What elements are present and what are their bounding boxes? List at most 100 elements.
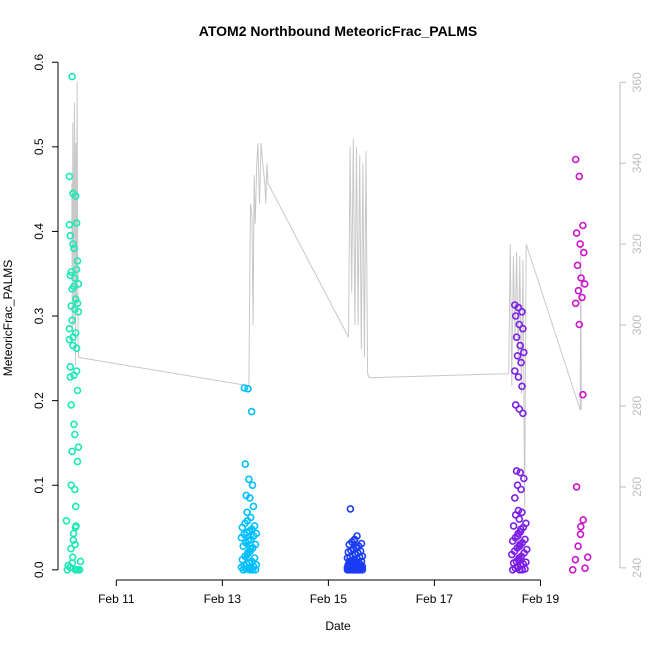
data-point — [353, 565, 361, 574]
data-point — [71, 295, 80, 303]
data-point — [518, 382, 526, 391]
data-point — [71, 329, 80, 337]
data-point — [244, 384, 252, 393]
y-right-tick-label: 260 — [630, 477, 644, 497]
data-point — [65, 220, 74, 229]
y-right-tick-label: 300 — [630, 315, 644, 335]
x-tick-label: Feb 17 — [416, 592, 454, 606]
data-point — [578, 293, 586, 302]
data-point — [518, 307, 526, 316]
x-tick-label: Feb 15 — [310, 592, 348, 606]
data-point — [241, 460, 250, 468]
y-axis-label: MeteoricFrac_PALMS — [1, 260, 15, 376]
chart-title: ATOM2 Northbound MeteoricFrac_PALMS — [199, 23, 477, 39]
data-point — [572, 483, 581, 491]
data-point — [247, 407, 256, 416]
data-point — [66, 231, 75, 240]
data-point — [69, 240, 77, 248]
data-point — [73, 257, 82, 265]
data-point — [75, 565, 84, 574]
data-point — [515, 515, 524, 523]
x-axis-label: Date — [325, 619, 351, 633]
data-point — [571, 155, 580, 164]
data-point — [350, 565, 359, 574]
data-point — [65, 172, 74, 181]
data-point — [579, 248, 588, 257]
data-point — [76, 557, 85, 566]
y-right-tick-label: 320 — [630, 234, 644, 254]
data-point — [69, 536, 78, 545]
data-point — [249, 502, 258, 511]
data-point — [72, 265, 81, 274]
data-point — [71, 502, 80, 511]
secondary-line-group — [71, 82, 582, 508]
y-tick-label: 0.5 — [32, 138, 46, 155]
data-point — [517, 358, 525, 367]
data-point — [516, 341, 525, 350]
data-point — [508, 565, 517, 574]
data-point — [74, 443, 83, 452]
data-point — [67, 401, 75, 409]
data-point — [248, 481, 257, 490]
data-point — [510, 494, 519, 502]
data-point — [517, 485, 525, 494]
data-point — [71, 192, 80, 200]
y-right-tick-label: 360 — [630, 72, 644, 92]
y-tick-label: 0.1 — [32, 477, 46, 494]
data-point — [68, 447, 76, 456]
data-point — [249, 565, 257, 574]
data-point — [246, 565, 254, 574]
points-group — [62, 72, 592, 574]
y-tick-label: 0.3 — [32, 307, 46, 324]
data-point — [519, 409, 527, 418]
data-point — [63, 565, 72, 574]
y-tick-label: 0.6 — [32, 54, 46, 71]
data-point — [507, 550, 516, 559]
data-point — [518, 565, 527, 574]
data-point — [73, 565, 81, 574]
data-point — [239, 565, 247, 574]
data-point — [513, 351, 522, 360]
data-point — [67, 481, 75, 490]
data-point — [238, 523, 247, 532]
x-tick-label: Feb 11 — [98, 592, 135, 606]
y-axis-right: 240 260 280 300 320 340 360 — [619, 72, 644, 578]
data-point — [579, 390, 587, 399]
data-point — [576, 522, 585, 531]
data-point — [508, 537, 517, 545]
data-point — [519, 474, 528, 483]
y-right-tick-label: 240 — [630, 558, 644, 578]
data-point — [67, 544, 75, 553]
data-point — [511, 312, 520, 320]
data-point — [576, 240, 585, 248]
data-point — [572, 229, 581, 237]
data-point — [510, 367, 519, 375]
data-point — [519, 348, 528, 357]
data-point — [509, 522, 518, 530]
data-point — [516, 468, 525, 477]
data-point — [68, 553, 77, 562]
data-point — [575, 320, 584, 329]
data-point — [577, 274, 585, 282]
data-point — [74, 307, 83, 316]
data-point — [71, 523, 80, 532]
y-right-tick-label: 280 — [630, 396, 644, 416]
data-point — [343, 565, 352, 574]
data-point — [514, 373, 523, 381]
data-point — [70, 282, 78, 291]
data-point — [73, 386, 82, 395]
data-point — [245, 475, 253, 484]
data-point — [574, 286, 583, 295]
data-point — [518, 508, 526, 517]
data-point — [65, 335, 74, 344]
data-point — [574, 542, 582, 551]
data-point — [573, 261, 582, 270]
data-point — [239, 542, 247, 551]
data-point — [68, 72, 76, 81]
data-point — [571, 555, 580, 564]
data-point — [237, 533, 246, 542]
data-point — [512, 333, 521, 342]
data-point — [575, 172, 584, 181]
data-point — [71, 540, 79, 549]
